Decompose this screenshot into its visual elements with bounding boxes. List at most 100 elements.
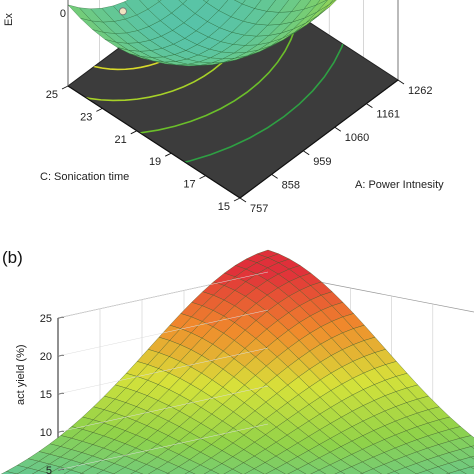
surface-patch xyxy=(135,464,158,474)
surface-patch xyxy=(415,470,434,474)
back-grid-line xyxy=(57,309,269,357)
y-tick-label: 17 xyxy=(183,179,195,191)
surface-patch xyxy=(206,0,229,11)
y-tick-label: 23 xyxy=(80,111,92,123)
z-tick-label: 20 xyxy=(40,351,52,363)
x-tick-label: 1161 xyxy=(376,109,400,121)
y-axis-label: C: Sonication time xyxy=(40,171,129,183)
z-tick-label: 25 xyxy=(40,313,52,325)
x-tick-mark xyxy=(334,126,342,132)
panel-b-label: (b) xyxy=(2,248,23,267)
x-tick-mark xyxy=(397,79,405,85)
surface-patch xyxy=(265,468,286,474)
back-grid-line xyxy=(57,385,269,433)
y-tick-mark xyxy=(233,197,241,202)
panel-a-box-front xyxy=(67,0,399,199)
surface-patch xyxy=(459,466,474,474)
surface-patch xyxy=(275,462,298,474)
surface-patch xyxy=(203,0,209,3)
floor-contour xyxy=(68,0,300,136)
z-axis-label: Ex xyxy=(3,13,15,26)
back-grid-line xyxy=(57,347,269,395)
y-tick-mark xyxy=(130,130,138,135)
x-tick-label: 1262 xyxy=(408,85,432,97)
panel-a-surface xyxy=(67,0,337,67)
panel-a: 757 858 959 1060 1161 1262 15 17 19 21 23 25 A: Po… xyxy=(3,0,444,215)
surface-patch xyxy=(387,471,400,474)
y-tick-label: 25 xyxy=(46,89,58,101)
surface-patch xyxy=(253,462,277,474)
x-tick-label: 858 xyxy=(282,179,300,191)
y-tick-label: 19 xyxy=(149,156,161,168)
surface-patch xyxy=(266,0,289,13)
surface-patch xyxy=(318,464,341,474)
panel-b: (b) 5 10 15 20 25 act yield (%) xyxy=(0,248,474,474)
x-tick-label: 757 xyxy=(250,203,268,215)
surface-patch xyxy=(178,0,187,4)
surface-patch xyxy=(470,465,474,470)
surface-patch xyxy=(184,471,196,474)
surface-patch xyxy=(148,468,169,474)
x-axis-label: A: Power Intnesity xyxy=(355,179,444,191)
surface-patch xyxy=(426,466,450,474)
surface-patch xyxy=(278,0,301,13)
surface-patch xyxy=(218,0,243,17)
surface-patch xyxy=(297,463,320,474)
surface-patch xyxy=(157,0,162,2)
surface-patch xyxy=(189,464,212,474)
surface-patch xyxy=(254,0,276,12)
surface-patch xyxy=(232,462,255,474)
z-tick-label: 5 xyxy=(46,465,52,474)
y-axis-ticks: 15 17 19 21 23 25 xyxy=(46,85,241,213)
panel-b-surface xyxy=(0,249,474,474)
surface-patch xyxy=(361,468,382,474)
surface-patch xyxy=(81,466,104,474)
surface-patch xyxy=(287,469,307,474)
surface-patch xyxy=(303,0,321,10)
surface-patch xyxy=(5,465,29,474)
surface-patch xyxy=(234,0,246,5)
x-tick-label: 959 xyxy=(313,156,331,168)
surface-patch xyxy=(394,467,417,474)
surface-patch xyxy=(167,466,190,474)
surface-patch xyxy=(242,0,262,9)
box-edge xyxy=(239,79,399,199)
surface-patch xyxy=(372,464,396,474)
surface-patch xyxy=(448,469,467,474)
surface-patch xyxy=(16,467,40,474)
x-tick-mark xyxy=(302,150,310,156)
y-tick-label: 21 xyxy=(115,134,127,146)
surface-patch xyxy=(291,0,312,12)
surface-patch xyxy=(329,0,336,5)
surface-patch xyxy=(113,467,136,474)
surface-patch xyxy=(470,456,474,460)
surface-patch xyxy=(130,471,144,474)
surface-patch xyxy=(223,469,243,474)
z-axis-label-b: act yield (%) xyxy=(15,344,27,405)
box-edge xyxy=(67,85,241,199)
design-point-marker xyxy=(119,7,127,16)
z-axis-ticks-b: 5 10 15 20 25 xyxy=(40,271,269,474)
y-tick-mark xyxy=(199,175,206,180)
surface-patch xyxy=(340,466,363,474)
surface-patch xyxy=(96,470,115,474)
surface-patch xyxy=(244,468,265,474)
surface-patch xyxy=(159,0,184,14)
x-tick-mark xyxy=(239,197,247,203)
surface-patch xyxy=(139,0,160,10)
z-tick-label: 15 xyxy=(40,389,52,401)
surface-patch xyxy=(182,0,207,14)
surface-patch xyxy=(315,0,328,6)
surface-patch xyxy=(63,469,83,474)
y-tick-mark xyxy=(164,152,172,157)
surface-patch xyxy=(210,463,233,474)
x-tick-mark xyxy=(271,174,278,179)
surface-patch xyxy=(334,471,346,474)
y-tick-label: 15 xyxy=(218,201,230,213)
y-tick-mark xyxy=(96,107,103,112)
surface-patch xyxy=(32,470,50,474)
z-axis-tick-0: 0 xyxy=(60,8,66,20)
x-axis-ticks: 757 858 959 1060 1161 1262 xyxy=(239,79,432,215)
surface-patch xyxy=(124,0,149,16)
